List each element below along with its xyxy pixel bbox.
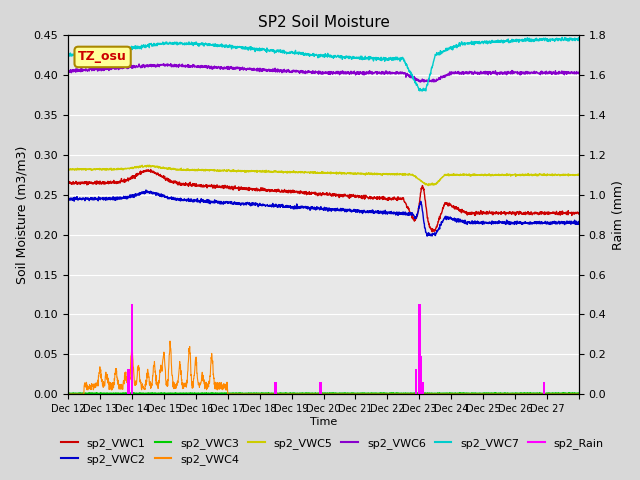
Y-axis label: Raim (mm): Raim (mm)	[612, 180, 625, 250]
sp2_VWC4	[313, 391, 321, 397]
sp2_VWC4	[300, 391, 307, 397]
sp2_VWC1	[467, 212, 475, 217]
Line: sp2_VWC7: sp2_VWC7	[68, 37, 579, 91]
sp2_VWC4	[467, 391, 475, 397]
sp2_VWC3	[90, 390, 98, 396]
Line: sp2_VWC4: sp2_VWC4	[68, 341, 579, 394]
sp2_VWC6	[313, 70, 321, 75]
Bar	[420, 356, 422, 394]
Y-axis label: Soil Moisture (m3/m3): Soil Moisture (m3/m3)	[15, 145, 28, 284]
Line: sp2_VWC6: sp2_VWC6	[68, 64, 579, 82]
Title: SP2 Soil Moisture: SP2 Soil Moisture	[257, 15, 389, 30]
sp2_VWC5	[138, 162, 146, 168]
sp2_VWC5	[561, 172, 568, 178]
sp2_VWC6	[90, 68, 98, 73]
sp2_VWC3	[561, 390, 568, 396]
sp2_VWC6	[64, 69, 72, 75]
sp2_VWC3	[467, 391, 475, 396]
sp2_VWC6	[167, 61, 175, 67]
sp2_VWC3	[561, 391, 568, 396]
Line: sp2_VWC1: sp2_VWC1	[68, 169, 579, 232]
sp2_VWC4	[575, 391, 583, 397]
sp2_VWC3	[64, 391, 72, 396]
sp2_VWC3	[313, 391, 321, 396]
sp2_VWC3	[263, 391, 271, 396]
sp2_VWC1	[428, 229, 436, 235]
sp2_VWC2	[90, 197, 98, 203]
sp2_VWC6	[561, 69, 568, 75]
sp2_VWC1	[90, 180, 98, 186]
sp2_VWC6	[575, 71, 583, 76]
sp2_VWC6	[417, 79, 424, 85]
sp2_VWC2	[300, 205, 307, 211]
sp2_VWC5	[424, 183, 432, 189]
sp2_VWC7	[558, 35, 566, 40]
sp2_VWC7	[418, 88, 426, 94]
sp2_VWC7	[467, 39, 474, 45]
sp2_VWC2	[423, 233, 431, 239]
sp2_VWC3	[300, 390, 307, 396]
sp2_VWC3	[575, 391, 583, 396]
sp2_VWC1	[575, 211, 583, 216]
X-axis label: Time: Time	[310, 417, 337, 427]
sp2_VWC2	[467, 220, 475, 226]
sp2_VWC7	[312, 52, 320, 58]
sp2_VWC1	[147, 167, 154, 172]
Bar	[421, 382, 424, 394]
sp2_VWC7	[299, 49, 307, 55]
sp2_VWC4	[561, 391, 568, 397]
Bar	[319, 382, 321, 394]
sp2_VWC5	[300, 170, 307, 176]
sp2_VWC5	[64, 168, 72, 173]
sp2_VWC5	[575, 171, 583, 177]
sp2_VWC1	[64, 180, 72, 185]
sp2_VWC5	[313, 170, 321, 176]
sp2_VWC1	[313, 192, 321, 197]
sp2_VWC2	[142, 187, 150, 193]
sp2_VWC2	[575, 219, 583, 225]
sp2_VWC4	[561, 391, 568, 397]
Line: sp2_VWC5: sp2_VWC5	[68, 165, 579, 186]
sp2_VWC6	[300, 68, 307, 74]
Bar	[275, 382, 277, 394]
Line: sp2_VWC3: sp2_VWC3	[68, 393, 579, 394]
sp2_VWC1	[561, 211, 568, 216]
Bar	[543, 382, 545, 394]
Bar	[131, 304, 133, 394]
sp2_VWC1	[561, 210, 568, 216]
sp2_VWC2	[561, 220, 568, 226]
sp2_VWC4	[90, 383, 98, 389]
sp2_VWC7	[575, 37, 583, 43]
sp2_VWC7	[64, 53, 72, 59]
sp2_VWC4	[166, 338, 174, 344]
Bar	[418, 304, 420, 394]
sp2_VWC4	[252, 391, 259, 397]
sp2_VWC5	[467, 173, 475, 179]
sp2_VWC6	[467, 69, 475, 75]
sp2_VWC2	[64, 196, 72, 202]
sp2_VWC1	[300, 189, 307, 195]
Bar	[127, 369, 130, 394]
sp2_VWC7	[90, 51, 98, 57]
sp2_VWC7	[561, 35, 568, 40]
sp2_VWC2	[561, 222, 568, 228]
Legend: sp2_VWC1, sp2_VWC2, sp2_VWC3, sp2_VWC4, sp2_VWC5, sp2_VWC6, sp2_VWC7, sp2_Rain: sp2_VWC1, sp2_VWC2, sp2_VWC3, sp2_VWC4, …	[57, 433, 608, 469]
Line: sp2_VWC2: sp2_VWC2	[68, 190, 579, 236]
Text: TZ_osu: TZ_osu	[78, 50, 127, 63]
sp2_VWC4	[64, 391, 72, 397]
sp2_VWC6	[561, 72, 568, 78]
sp2_VWC5	[561, 172, 568, 178]
sp2_VWC7	[561, 36, 568, 41]
sp2_VWC2	[313, 204, 321, 210]
sp2_VWC5	[90, 167, 98, 172]
Bar	[415, 369, 417, 394]
sp2_VWC3	[319, 390, 326, 396]
